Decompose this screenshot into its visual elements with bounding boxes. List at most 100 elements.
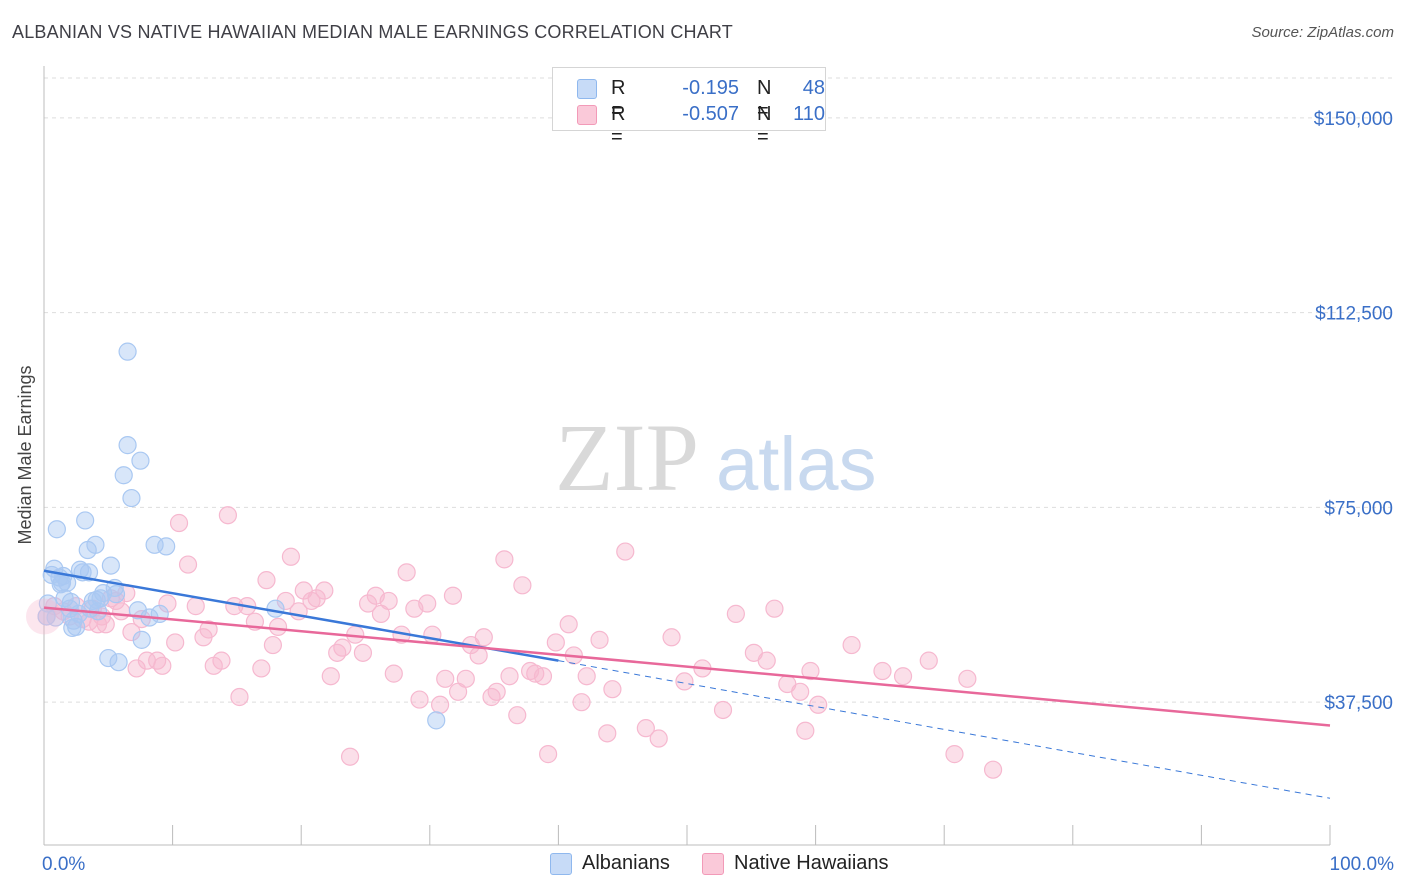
- native-hawaiian-point: [893, 667, 913, 686]
- y-axis-tick-labels: $37,500 $75,000 $112,500 $150,000: [1314, 109, 1393, 714]
- native-hawaiian-point: [153, 656, 172, 675]
- native-hawaiian-point: [482, 687, 501, 707]
- native-hawaiian-point: [307, 589, 326, 608]
- native-hawaiian-point: [726, 604, 745, 623]
- native-hawaiian-point: [218, 506, 237, 525]
- y-tick-label: $37,500: [1324, 693, 1393, 714]
- native-hawaiian-point: [500, 667, 519, 686]
- native-hawaiian-point: [263, 635, 283, 655]
- data-points: [26, 342, 1003, 779]
- native-hawaiian-point: [252, 659, 271, 678]
- native-hawaiian-point: [713, 700, 733, 720]
- legend-label-native-hawaiians: Native Hawaiians: [734, 852, 889, 874]
- albanian-point: [145, 535, 164, 554]
- native-hawaiian-point: [443, 586, 463, 605]
- albanian-point: [101, 556, 120, 575]
- albanian-trend-extension: [558, 660, 1331, 799]
- native-hawaiian-point: [268, 617, 288, 636]
- native-hawaiian-cluster-point: [26, 598, 62, 635]
- y-tick-label: $150,000: [1314, 109, 1393, 130]
- native-hawaiian-point: [765, 599, 784, 618]
- native-hawaiian-point: [148, 651, 167, 670]
- albanian-point: [118, 436, 137, 455]
- x-tick-label-max: 100.0%: [1330, 854, 1395, 875]
- legend-r-value: -0.195: [682, 77, 739, 99]
- legend-r-value: -0.507: [682, 103, 739, 125]
- albanian-point: [87, 590, 106, 609]
- native-hawaiian-point: [533, 667, 553, 686]
- native-hawaiian-point: [598, 724, 617, 743]
- native-hawaiian-point: [603, 680, 622, 699]
- watermark: ZIP atlas: [555, 404, 877, 511]
- albanian-point: [122, 488, 141, 508]
- legend-swatch-native-hawaiians: [702, 853, 724, 875]
- x-axis-ticks: [43, 825, 1331, 845]
- native-hawaiian-point: [212, 651, 231, 670]
- albanian-point: [76, 511, 95, 530]
- native-hawaiian-point: [199, 620, 218, 639]
- native-hawaiian-point: [230, 687, 249, 707]
- native-hawaiian-point: [474, 628, 493, 647]
- native-hawaiian-point: [513, 576, 532, 595]
- native-hawaiian-point: [649, 729, 668, 748]
- native-hawaiian-point: [281, 547, 301, 566]
- native-hawaiian-point: [559, 615, 578, 634]
- native-hawaiian-point: [257, 571, 276, 590]
- native-hawaiian-point: [397, 563, 416, 582]
- native-hawaiian-point: [384, 664, 403, 683]
- native-hawaiian-point: [456, 669, 475, 688]
- native-hawaiian-point: [791, 682, 810, 701]
- source-label: Source: ZipAtlas.com: [1251, 24, 1394, 41]
- native-hawaiian-point: [508, 706, 527, 725]
- native-hawaiian-point: [418, 594, 437, 613]
- native-hawaiian-point: [178, 555, 198, 574]
- albanian-point: [427, 711, 446, 730]
- albanian-point: [106, 585, 126, 604]
- native-hawaiian-point: [132, 609, 151, 629]
- native-hawaiian-trend-line: [43, 606, 1331, 727]
- native-hawaiian-point: [919, 651, 938, 670]
- native-hawaiian-point: [616, 542, 635, 561]
- legend-swatch-albanians: [550, 853, 572, 875]
- albanian-point: [266, 599, 285, 618]
- native-hawaiian-point: [358, 594, 378, 613]
- native-hawaiian-point: [169, 513, 189, 533]
- albanian-point: [132, 630, 151, 649]
- albanian-point: [79, 563, 99, 582]
- native-hawaiian-point: [873, 661, 892, 681]
- native-hawaiian-point: [796, 721, 815, 740]
- trend-lines: [43, 569, 1331, 799]
- albanian-point: [69, 604, 88, 623]
- native-hawaiian-point: [353, 643, 373, 662]
- native-hawaiian-point: [379, 591, 398, 611]
- native-hawaiian-point: [333, 638, 352, 657]
- native-hawaiian-point: [495, 550, 514, 569]
- legend-r-label: R =: [611, 77, 626, 122]
- native-hawaiian-point: [945, 745, 964, 764]
- albanian-point: [131, 451, 150, 470]
- native-hawaiian-point: [675, 672, 694, 691]
- albanian-point: [51, 575, 70, 594]
- native-hawaiian-point: [340, 747, 360, 766]
- native-hawaiian-point: [801, 661, 820, 681]
- albanian-point: [99, 648, 118, 668]
- native-hawaiian-point: [757, 651, 776, 670]
- native-hawaiian-point: [809, 695, 828, 714]
- legend-swatch-albanians: [577, 79, 597, 99]
- legend-n-label: N =: [757, 77, 772, 122]
- native-hawaiian-point: [842, 635, 861, 655]
- albanian-trend-line: [43, 569, 559, 662]
- native-hawaiian-point: [590, 630, 609, 649]
- albanian-point: [114, 466, 133, 485]
- native-hawaiian-point: [958, 669, 977, 688]
- legend-swatch-native-hawaiians: [577, 105, 597, 125]
- native-hawaiian-point: [539, 745, 558, 764]
- legend-n-value: 110: [793, 103, 825, 125]
- y-tick-label: $75,000: [1324, 498, 1393, 519]
- native-hawaiian-point: [430, 695, 450, 714]
- chart-title: ALBANIAN VS NATIVE HAWAIIAN MEDIAN MALE …: [12, 22, 733, 42]
- albanian-point: [157, 537, 176, 556]
- native-hawaiian-point: [166, 633, 185, 652]
- native-hawaiian-point: [186, 597, 205, 616]
